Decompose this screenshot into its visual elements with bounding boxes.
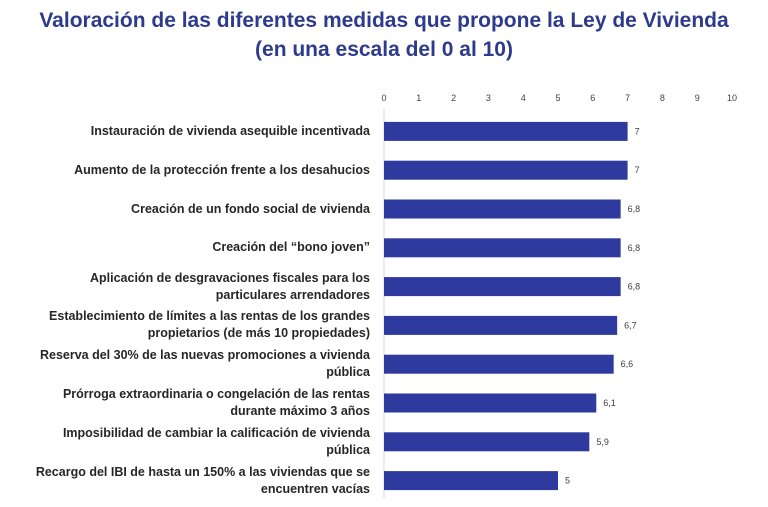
category-label-line: propietarios (de más 10 propiedades) <box>147 326 370 341</box>
data-label: 5 <box>565 476 570 486</box>
data-label: 6,8 <box>628 204 641 214</box>
category-label-line: Reserva del 30% de las nuevas promocione… <box>39 348 370 363</box>
category-label-line: Creación del “bono joven” <box>212 240 370 255</box>
data-label: 6,1 <box>603 398 616 408</box>
bar <box>384 354 614 374</box>
category-label: Recargo del IBI de hasta un 150% a las v… <box>10 464 370 498</box>
bar <box>384 277 621 297</box>
category-label-line: Imposibilidad de cambiar la calificación… <box>62 425 370 440</box>
category-label-line: durante máximo 3 años <box>230 404 370 418</box>
bar <box>384 238 621 258</box>
category-label: Creación del “bono joven” <box>10 239 370 256</box>
category-label: Instauración de vivienda asequible incen… <box>10 123 370 140</box>
category-label-line: Recargo del IBI de hasta un 150% a las v… <box>35 464 370 479</box>
chart-title-line2: (en una escala del 0 al 10) <box>255 38 513 61</box>
x-tick-label: 5 <box>555 93 560 103</box>
data-label: 7 <box>635 165 640 175</box>
x-tick-label: 9 <box>695 93 700 103</box>
x-tick-label: 10 <box>727 93 737 103</box>
x-tick-label: 0 <box>381 93 386 103</box>
chart-title-line1: Valoración de las diferentes medidas que… <box>39 9 729 32</box>
category-label: Imposibilidad de cambiar la calificación… <box>10 425 370 459</box>
bar <box>384 315 618 335</box>
bar <box>384 432 590 452</box>
bar <box>384 199 621 219</box>
data-label: 6,8 <box>628 243 641 253</box>
data-label: 5,9 <box>596 437 609 447</box>
data-label: 6,8 <box>628 282 641 292</box>
category-label-line: Establecimiento de límites a las rentas … <box>49 309 370 324</box>
chart-title: Valoración de las diferentes medidas que… <box>0 6 768 64</box>
bar <box>384 121 628 141</box>
category-label-line: pública <box>326 442 370 457</box>
category-label-line: Instauración de vivienda asequible incen… <box>90 123 370 138</box>
bar <box>384 160 628 180</box>
x-tick-label: 7 <box>625 93 630 103</box>
bar <box>384 471 558 491</box>
x-tick-label: 2 <box>451 93 456 103</box>
x-tick-label: 3 <box>486 93 491 103</box>
bar <box>384 393 597 413</box>
category-label: Prórroga extraordinaria o congelación de… <box>10 386 370 420</box>
category-label-line: particulares arrendadores <box>215 287 370 302</box>
category-label: Aplicación de desgravaciones fiscales pa… <box>10 270 370 304</box>
category-label: Aumento de la protección frente a los de… <box>10 162 370 179</box>
x-tick-label: 1 <box>416 93 421 103</box>
category-label-line: Creación de un fondo social de vivienda <box>131 201 370 216</box>
x-tick-label: 6 <box>590 93 595 103</box>
data-label: 6,6 <box>621 359 634 369</box>
category-label-line: encuentren vacías <box>260 481 370 496</box>
data-label: 7 <box>635 126 640 136</box>
category-label: Creación de un fondo social de vivienda <box>10 201 370 218</box>
x-tick-label: 4 <box>521 93 526 103</box>
category-label: Reserva del 30% de las nuevas promocione… <box>10 347 370 381</box>
category-label-line: Aplicación de desgravaciones fiscales pa… <box>90 270 370 285</box>
category-label-line: Aumento de la protección frente a los de… <box>74 162 370 177</box>
data-label: 6,7 <box>624 320 637 330</box>
x-tick-label: 8 <box>660 93 665 103</box>
category-label-line: Prórroga extraordinaria o congelación de… <box>62 387 370 401</box>
category-label-line: pública <box>326 365 370 380</box>
category-label: Establecimiento de límites a las rentas … <box>10 308 370 342</box>
